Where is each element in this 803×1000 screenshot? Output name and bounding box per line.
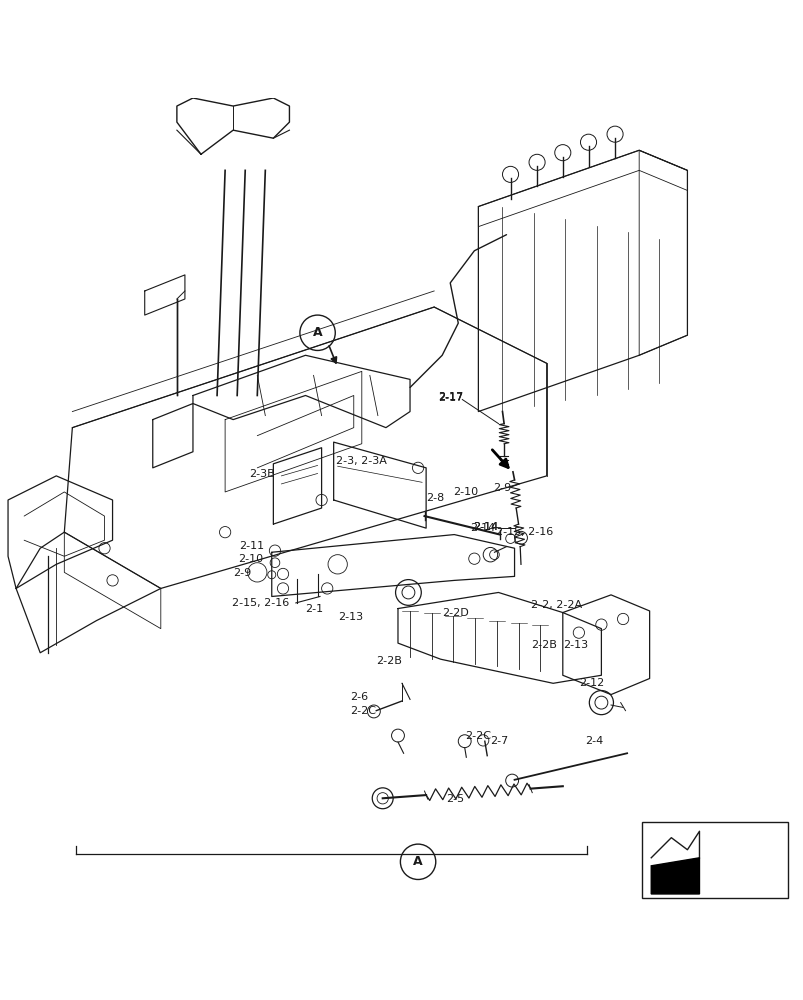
Text: 2-6: 2-6 [349, 692, 368, 702]
Text: 2-2, 2-2A: 2-2, 2-2A [530, 600, 581, 610]
Text: 2-4: 2-4 [585, 736, 603, 746]
Text: 2-8: 2-8 [426, 493, 444, 503]
Text: 2-2B: 2-2B [376, 656, 402, 666]
Text: 2-3B: 2-3B [249, 469, 275, 479]
Text: 2-7: 2-7 [490, 736, 508, 746]
Text: 2-3, 2-3A: 2-3, 2-3A [336, 456, 386, 466]
Text: 2-14: 2-14 [472, 522, 497, 532]
Text: 2-13: 2-13 [562, 640, 587, 650]
Text: 2-17: 2-17 [438, 393, 463, 403]
Text: 2-2D: 2-2D [442, 608, 468, 618]
Text: 2-17: 2-17 [438, 392, 463, 402]
Text: 2-2C: 2-2C [349, 706, 375, 716]
Text: A: A [312, 326, 322, 339]
Text: 2-11: 2-11 [239, 541, 264, 551]
Text: 2-12: 2-12 [578, 678, 603, 688]
Text: 2-17: 2-17 [438, 392, 463, 402]
Text: 2-2C: 2-2C [464, 731, 490, 741]
Text: 2-5: 2-5 [446, 794, 464, 804]
Text: 2-10: 2-10 [238, 554, 263, 564]
Text: A: A [413, 855, 422, 868]
Text: 2-14: 2-14 [472, 522, 497, 532]
Text: 2-1: 2-1 [305, 604, 324, 614]
Text: 2-9: 2-9 [233, 568, 251, 578]
Text: 2-10: 2-10 [452, 487, 477, 497]
Text: 2-14: 2-14 [470, 523, 495, 533]
Text: 2-15, 2-16: 2-15, 2-16 [495, 527, 552, 537]
Polygon shape [650, 858, 699, 894]
Text: 2-9: 2-9 [492, 483, 511, 493]
Text: 2-15, 2-16: 2-15, 2-16 [231, 598, 288, 608]
Text: 2-13: 2-13 [337, 612, 362, 622]
Bar [641, 822, 787, 898]
Text: 2-2B: 2-2B [530, 640, 556, 650]
